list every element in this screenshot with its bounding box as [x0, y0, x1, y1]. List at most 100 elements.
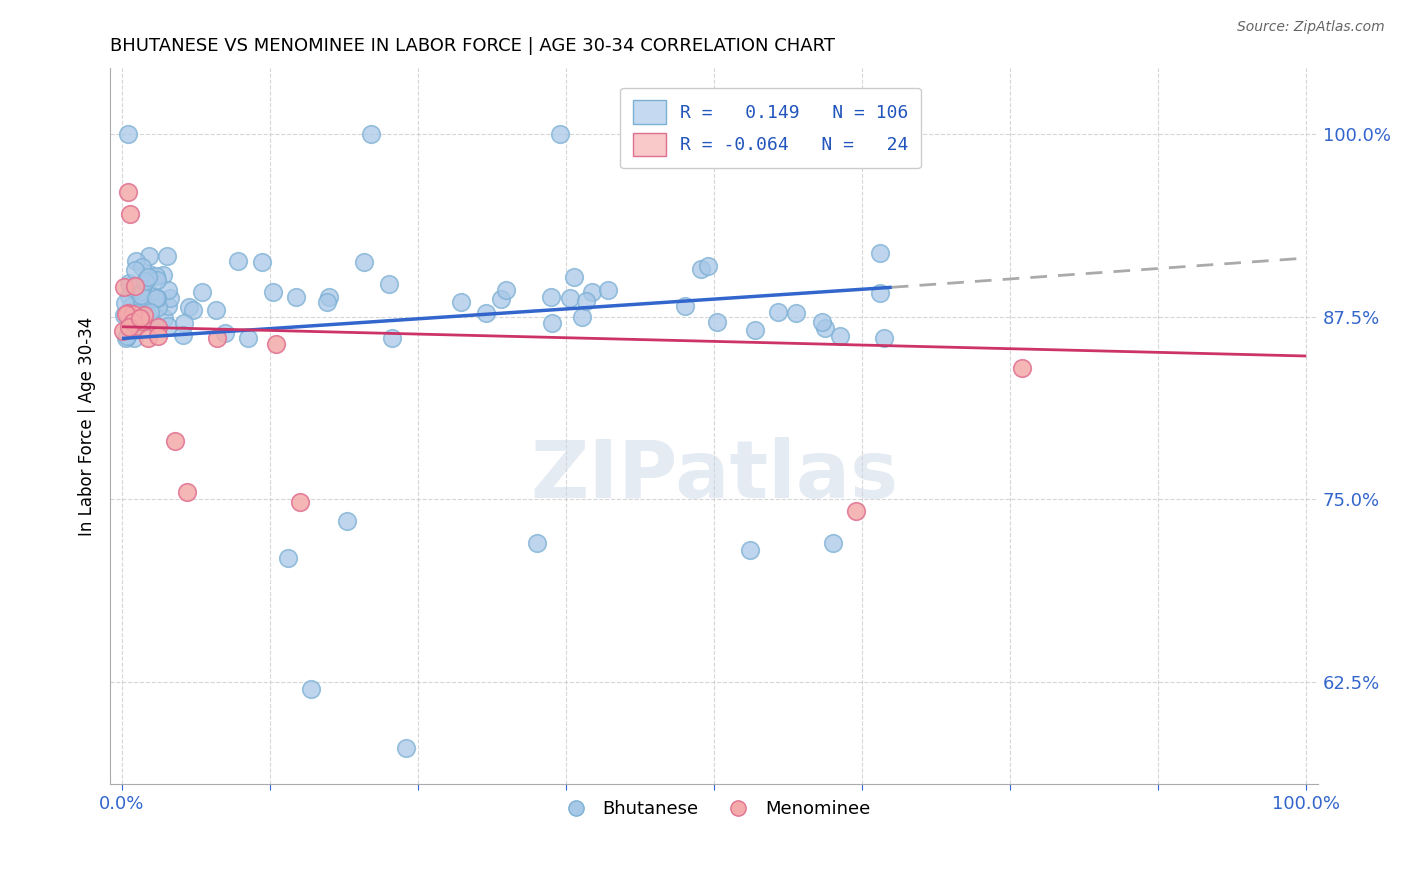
Point	[122, 315, 145, 329]
Point	[869, 246, 891, 260]
Point	[129, 314, 152, 328]
Point	[214, 326, 236, 341]
Point	[138, 267, 160, 281]
Point	[744, 323, 766, 337]
Point	[673, 299, 696, 313]
Point	[360, 127, 382, 141]
Point	[474, 306, 496, 320]
Point	[122, 308, 145, 322]
Point	[596, 283, 619, 297]
Point	[284, 289, 307, 303]
Point	[115, 329, 138, 343]
Point	[706, 315, 728, 329]
Point	[318, 290, 340, 304]
Point	[301, 682, 323, 697]
Point	[139, 305, 162, 319]
Point	[132, 308, 155, 322]
Point	[205, 331, 228, 345]
Point	[128, 285, 150, 299]
Point	[156, 249, 179, 263]
Point	[117, 306, 139, 320]
Point	[131, 314, 153, 328]
Point	[120, 207, 142, 221]
Point	[813, 321, 835, 335]
Point	[869, 285, 891, 300]
Point	[128, 310, 150, 325]
Point	[112, 280, 135, 294]
Point	[136, 331, 159, 345]
Point	[574, 294, 596, 309]
Point	[157, 299, 180, 313]
Point	[129, 288, 152, 302]
Point	[121, 312, 143, 326]
Point	[114, 296, 136, 310]
Point	[125, 306, 148, 320]
Point	[560, 291, 582, 305]
Point	[124, 279, 146, 293]
Point	[172, 328, 194, 343]
Point	[845, 504, 868, 518]
Point	[548, 127, 571, 141]
Point	[135, 312, 157, 326]
Point	[176, 485, 198, 500]
Point	[146, 273, 169, 287]
Point	[738, 543, 761, 558]
Point	[145, 269, 167, 284]
Point	[112, 324, 135, 338]
Point	[120, 299, 142, 313]
Point	[131, 284, 153, 298]
Point	[811, 315, 834, 329]
Point	[143, 318, 166, 332]
Point	[120, 278, 142, 293]
Point	[277, 550, 299, 565]
Point	[153, 310, 176, 325]
Point	[190, 285, 212, 299]
Point	[697, 259, 720, 273]
Point	[785, 305, 807, 319]
Point	[821, 536, 844, 550]
Point	[179, 300, 201, 314]
Point	[336, 514, 359, 528]
Point	[117, 127, 139, 141]
Point	[139, 286, 162, 301]
Point	[581, 285, 603, 300]
Point	[131, 310, 153, 325]
Text: BHUTANESE VS MENOMINEE IN LABOR FORCE | AGE 30-34 CORRELATION CHART: BHUTANESE VS MENOMINEE IN LABOR FORCE | …	[110, 37, 835, 55]
Point	[450, 295, 472, 310]
Point	[562, 270, 585, 285]
Point	[125, 292, 148, 306]
Point	[381, 331, 404, 345]
Point	[135, 307, 157, 321]
Point	[165, 434, 187, 448]
Point	[131, 292, 153, 306]
Point	[288, 495, 311, 509]
Point	[526, 536, 548, 550]
Point	[138, 249, 160, 263]
Point	[766, 305, 789, 319]
Point	[124, 310, 146, 325]
Point	[134, 274, 156, 288]
Point	[491, 292, 513, 306]
Point	[540, 290, 562, 304]
Point	[262, 285, 284, 300]
Point	[136, 269, 159, 284]
Point	[156, 284, 179, 298]
Point	[127, 279, 149, 293]
Point	[125, 319, 148, 334]
Point	[115, 307, 138, 321]
Point	[1011, 360, 1033, 375]
Point	[152, 268, 174, 282]
Point	[122, 331, 145, 345]
Point	[125, 254, 148, 268]
Legend: Bhutanese, Menominee: Bhutanese, Menominee	[550, 793, 877, 826]
Point	[264, 337, 287, 351]
Point	[118, 288, 141, 302]
Point	[146, 300, 169, 314]
Point	[156, 318, 179, 333]
Point	[252, 255, 274, 269]
Point	[315, 295, 337, 310]
Point	[146, 320, 169, 334]
Point	[112, 308, 135, 322]
Point	[145, 291, 167, 305]
Point	[124, 263, 146, 277]
